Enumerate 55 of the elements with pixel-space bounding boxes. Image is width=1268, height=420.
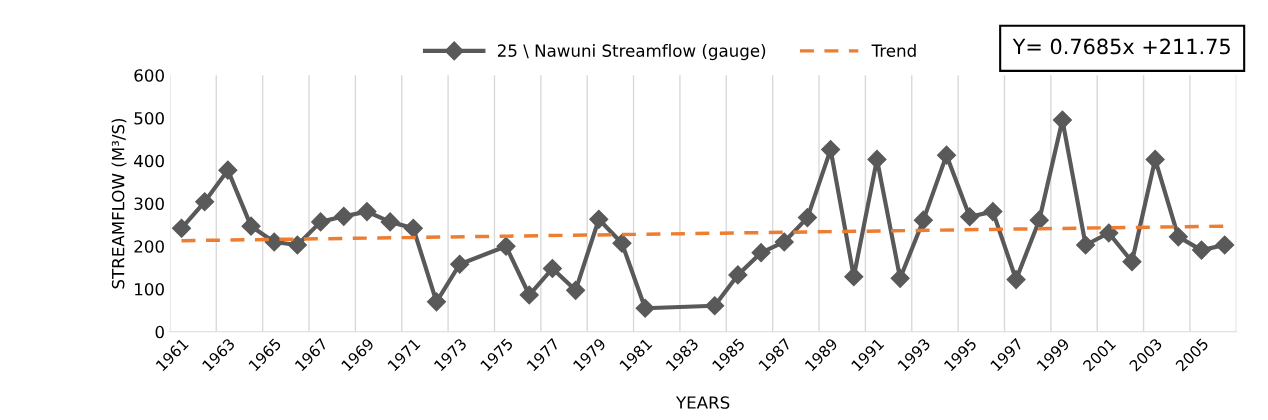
point: [705, 296, 725, 316]
point: [751, 243, 771, 263]
point: [612, 233, 632, 253]
text: Y= 0.7685x +211.75: [1012, 38, 1230, 55]
point: [1145, 149, 1165, 169]
point: [403, 218, 423, 238]
point: [566, 280, 586, 300]
y-tick-label: 0: [155, 325, 164, 339]
y-tick-label: 300: [134, 197, 164, 211]
point: [1191, 240, 1212, 260]
point: [936, 145, 957, 165]
y-tick-label: 600: [134, 69, 164, 82]
point: [195, 192, 215, 212]
point: [728, 265, 748, 285]
point: [913, 210, 933, 230]
point: [519, 285, 539, 305]
point: [426, 292, 447, 312]
point: [1006, 270, 1026, 290]
y-axis-title: STREAMFLOW (M³/S): [111, 118, 127, 289]
legend-label: Trend: [871, 44, 916, 57]
point: [774, 232, 794, 252]
legend-label: 25 \ Nawuni Streamflow (gauge): [497, 44, 766, 61]
point: [589, 209, 609, 229]
point: [171, 218, 192, 238]
point: [357, 202, 377, 222]
point: [960, 207, 980, 227]
point: [983, 202, 1003, 222]
point: [867, 149, 887, 169]
point: [496, 236, 516, 256]
point: [1122, 252, 1142, 272]
point: [542, 258, 562, 279]
y-tick-label: 400: [134, 154, 164, 168]
point: [1052, 110, 1072, 130]
point: [797, 208, 817, 228]
point: [380, 212, 400, 232]
point: [844, 267, 864, 287]
point: [1099, 223, 1119, 243]
point: [1029, 210, 1049, 230]
y-tick-label: 500: [134, 111, 164, 125]
point: [334, 206, 354, 226]
point: [241, 216, 261, 236]
point: [450, 254, 470, 274]
point: [635, 298, 655, 318]
point: [1168, 227, 1188, 247]
point: [218, 160, 238, 180]
y-tick-label: 100: [135, 282, 164, 296]
x-axis-title: YEARS: [675, 396, 730, 409]
point: [1215, 235, 1235, 255]
y-tick-label: 200: [134, 240, 164, 253]
point: [287, 235, 307, 255]
point: [264, 232, 284, 252]
point: [311, 212, 331, 232]
point: [890, 268, 910, 288]
point: [821, 140, 841, 160]
point: [1076, 235, 1096, 255]
